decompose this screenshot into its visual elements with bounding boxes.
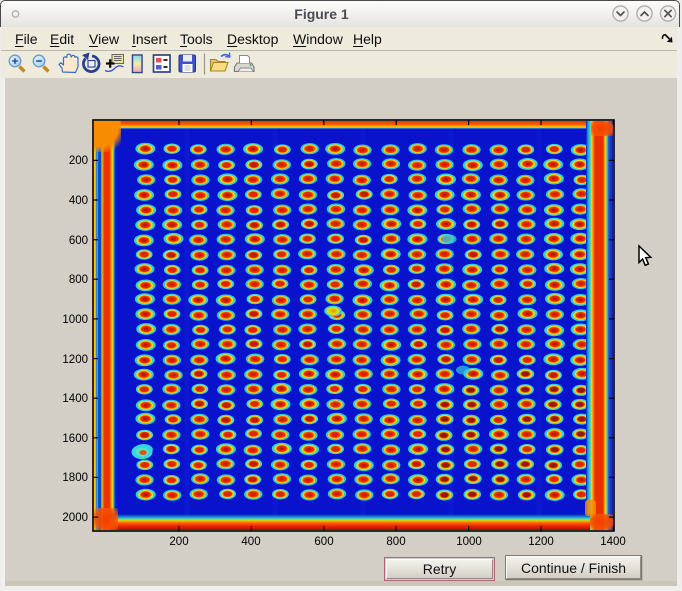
svg-text:1600: 1600 xyxy=(62,433,88,445)
svg-text:1200: 1200 xyxy=(528,536,554,548)
svg-text:800: 800 xyxy=(69,274,88,286)
svg-text:600: 600 xyxy=(69,235,88,247)
svg-text:200: 200 xyxy=(169,536,188,548)
svg-text:2000: 2000 xyxy=(62,512,88,524)
svg-text:200: 200 xyxy=(69,155,88,167)
svg-text:1000: 1000 xyxy=(456,536,482,548)
svg-text:1000: 1000 xyxy=(62,314,88,326)
svg-text:1400: 1400 xyxy=(600,536,626,548)
svg-text:800: 800 xyxy=(386,536,405,548)
svg-text:600: 600 xyxy=(314,536,333,548)
svg-text:1400: 1400 xyxy=(62,393,88,405)
svg-text:400: 400 xyxy=(69,195,88,207)
svg-text:1800: 1800 xyxy=(62,472,88,484)
svg-text:1200: 1200 xyxy=(62,354,88,366)
svg-text:400: 400 xyxy=(241,536,260,548)
